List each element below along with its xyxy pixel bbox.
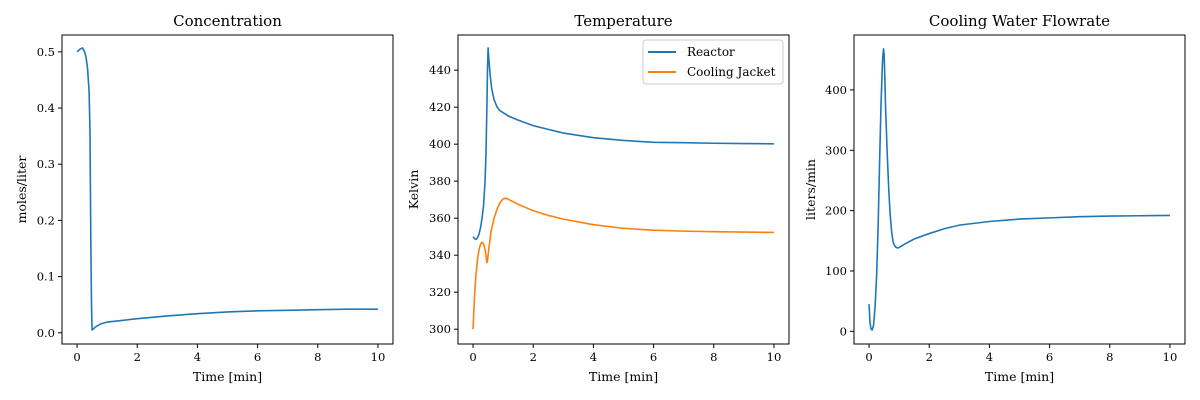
flowrate-x-tick-label: 0: [865, 350, 872, 364]
flowrate-y-tick-label: 400: [825, 83, 847, 97]
temperature-y-tick-label: 360: [429, 211, 451, 225]
temperature-x-tick-label: 8: [710, 350, 717, 364]
concentration-y-tick-label: 0.1: [37, 270, 55, 284]
flowrate-x-tick-label: 8: [1106, 350, 1113, 364]
flowrate-y-tick-label: 300: [825, 143, 847, 157]
flowrate-y-axis: 0 100 200 300 400: [825, 83, 854, 338]
temperature-y-axis: 300 320 340 360 380 400 420 440: [429, 63, 458, 336]
concentration-y-tick-label: 0.0: [37, 326, 55, 340]
concentration-x-tick-label: 10: [371, 350, 386, 364]
flowrate-x-axis: 0 2 4 6 8 10: [865, 344, 1177, 364]
flowrate-x-tick-label: 2: [926, 350, 933, 364]
temperature-y-tick-label: 340: [429, 248, 451, 262]
concentration-series-line-0: [76, 47, 378, 331]
flowrate-y-tick-label: 100: [825, 264, 847, 278]
concentration-y-tick-label: 0.2: [37, 213, 55, 227]
temperature-series-line-0: [472, 47, 774, 241]
concentration-x-axis: 0 2 4 6 8 10: [73, 344, 385, 364]
flowrate-x-axis-label: Time [min]: [985, 369, 1054, 384]
concentration-chart-title: Concentration: [173, 12, 282, 30]
temperature-y-tick-label: 300: [429, 322, 451, 336]
temperature-y-axis-label: Kelvin: [406, 170, 421, 210]
flowrate-y-tick-label: 200: [825, 204, 847, 218]
temperature-x-tick-label: 4: [590, 350, 597, 364]
concentration-y-tick-label: 0.3: [37, 157, 55, 171]
temperature-legend: Reactor Cooling Jacket: [642, 39, 784, 85]
legend-box: [642, 39, 784, 85]
concentration-y-tick-label: 0.4: [37, 101, 55, 115]
concentration-plot-area: [76, 47, 378, 331]
concentration-x-tick-label: 0: [73, 350, 80, 364]
flowrate-y-tick-label: 0: [840, 324, 847, 338]
concentration-x-tick-label: 4: [194, 350, 201, 364]
flowrate-chart: Cooling Water Flowrate 0 2 4 6 8 10 0 100 200 30…: [803, 12, 1186, 384]
concentration-x-axis-label: Time [min]: [193, 369, 262, 384]
concentration-y-axis: 0.0 0.1 0.2 0.3 0.4 0.5: [37, 45, 62, 340]
concentration-x-tick-label: 6: [254, 350, 261, 364]
temperature-series-line-1: [472, 197, 774, 330]
flowrate-x-tick-label: 10: [1163, 350, 1178, 364]
temperature-y-tick-label: 320: [429, 285, 451, 299]
temperature-x-tick-label: 6: [650, 350, 657, 364]
legend-label-reactor: Reactor: [687, 45, 735, 59]
temperature-x-axis-label: Time [min]: [589, 369, 658, 384]
flowrate-chart-title: Cooling Water Flowrate: [929, 12, 1110, 30]
concentration-y-tick-label: 0.5: [37, 45, 55, 59]
flowrate-plot-area: [868, 48, 1170, 331]
temperature-x-tick-label: 10: [767, 350, 782, 364]
temperature-chart-title: Temperature: [574, 12, 672, 30]
concentration-x-tick-label: 8: [314, 350, 321, 364]
flowrate-y-axis-label: liters/min: [803, 159, 818, 220]
temperature-y-tick-label: 400: [429, 137, 451, 151]
concentration-chart: Concentration 0 2 4 6 8 10 0.0 0.1 0.2 0.3 0.4 0.5…: [14, 12, 394, 384]
temperature-x-tick-label: 0: [469, 350, 476, 364]
temperature-y-tick-label: 420: [429, 100, 451, 114]
temperature-axes-frame: [457, 34, 790, 345]
temperature-x-tick-label: 2: [530, 350, 537, 364]
concentration-x-tick-label: 2: [134, 350, 141, 364]
concentration-y-axis-label: moles/liter: [14, 156, 29, 224]
flowrate-series-line-0: [868, 48, 1170, 331]
temperature-y-tick-label: 440: [429, 63, 451, 77]
flowrate-axes-frame: [853, 34, 1186, 345]
flowrate-x-tick-label: 4: [986, 350, 993, 364]
temperature-y-tick-label: 380: [429, 174, 451, 188]
flowrate-x-tick-label: 6: [1046, 350, 1053, 364]
temperature-chart: Temperature 0 2 4 6 8 10 300 320 340 360 380 400 42…: [406, 12, 790, 384]
temperature-x-axis: 0 2 4 6 8 10: [469, 344, 781, 364]
concentration-axes-frame: [61, 34, 394, 345]
temperature-plot-area: [472, 47, 774, 330]
legend-label-cooling-jacket: Cooling Jacket: [687, 65, 776, 79]
